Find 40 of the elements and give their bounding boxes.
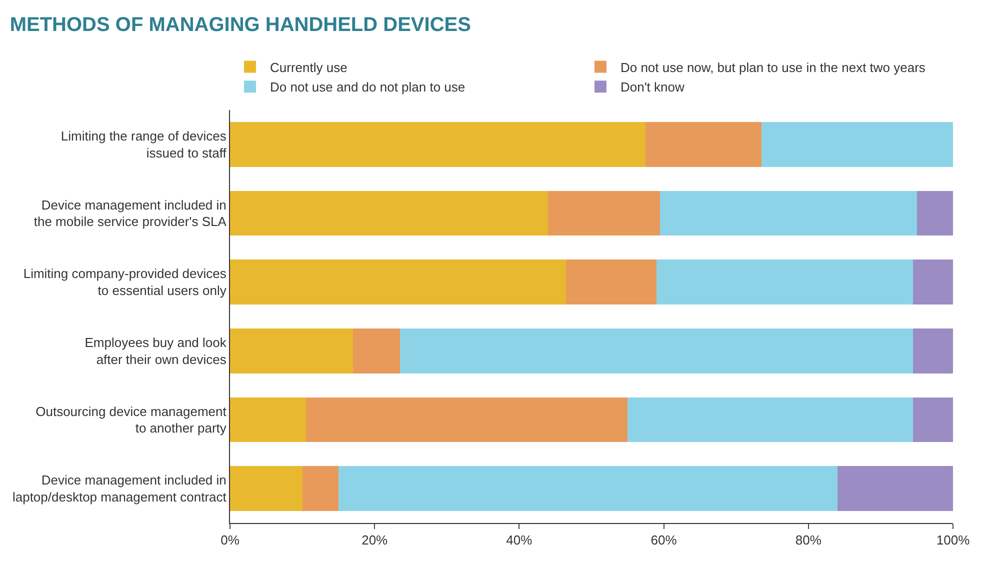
legend-label: Don't know [620, 80, 685, 95]
y-tick-label: Outsourcing device management to another party [36, 404, 227, 436]
bar [302, 466, 338, 511]
bar [913, 328, 953, 374]
legend-label: Do not use and do not plan to use [270, 80, 466, 95]
bar [230, 328, 353, 374]
bar [400, 328, 914, 374]
x-tick-label: 40% [506, 532, 533, 548]
bar [230, 466, 302, 511]
chart-title: METHODS OF MANAGING HANDHELD DEVICES [10, 14, 471, 36]
bar [761, 122, 953, 167]
y-tick-label: Device management included in the mobile service provider's SLA [34, 197, 227, 230]
y-tick-label: Device management included in laptop/desktop management contract [12, 472, 227, 505]
bar [230, 190, 548, 236]
bar [352, 328, 400, 374]
bar [230, 260, 566, 304]
legend-label: Currently use [270, 60, 348, 75]
bar [548, 190, 660, 236]
bar [628, 397, 914, 442]
bar [646, 122, 762, 167]
y-tick-label: Employees buy and look after their own devices [84, 335, 227, 367]
bar [913, 260, 953, 304]
x-tick-label: 60% [650, 532, 678, 548]
bar [837, 466, 953, 511]
x-tick-label: 0% [220, 532, 240, 548]
bar [913, 397, 953, 442]
bar [656, 260, 914, 304]
x-tick-label: 80% [795, 532, 822, 548]
y-tick-label: Limiting the range of devices issued to staff [60, 128, 227, 160]
y-tick-label: Limiting company-provided devices to essential users only [23, 266, 227, 298]
bar [306, 397, 628, 442]
bar [660, 190, 917, 236]
bar [230, 397, 306, 442]
x-tick-label: 100% [936, 532, 970, 548]
bar [338, 466, 838, 511]
bar [916, 190, 953, 236]
bar [566, 260, 657, 304]
legend-label: Do not use now, but plan to use in the next two years [620, 60, 926, 75]
bar [230, 122, 646, 167]
x-tick-label: 20% [362, 532, 388, 548]
